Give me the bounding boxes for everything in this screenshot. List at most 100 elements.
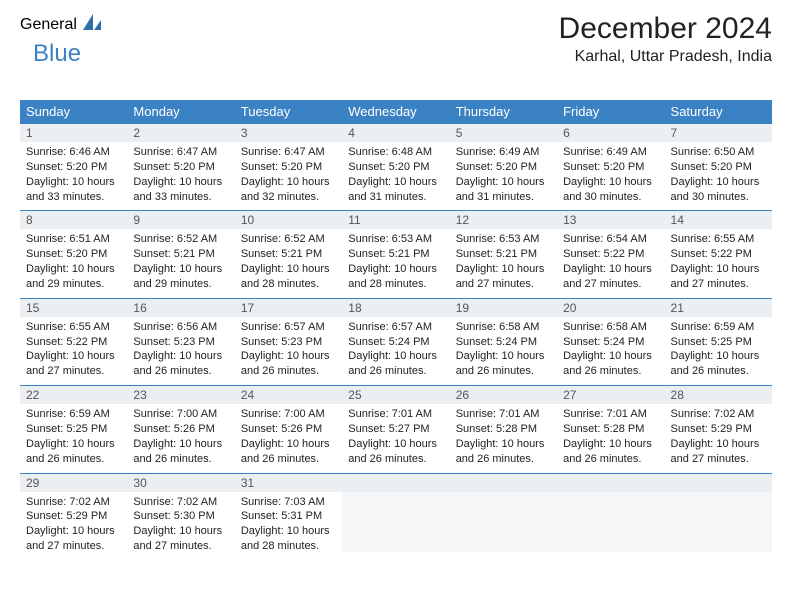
day-number-empty xyxy=(450,474,557,492)
daylight-text: Daylight: 10 hours and 26 minutes. xyxy=(563,438,652,465)
day-number: 17 xyxy=(235,299,342,317)
calendar-cell: 14Sunrise: 6:55 AMSunset: 5:22 PMDayligh… xyxy=(665,211,772,298)
sunset-text: Sunset: 5:24 PM xyxy=(348,336,429,348)
day-number-empty xyxy=(342,474,449,492)
sunset-text: Sunset: 5:26 PM xyxy=(133,423,214,435)
calendar-cell: 8Sunrise: 6:51 AMSunset: 5:20 PMDaylight… xyxy=(20,211,127,298)
calendar-cell: 17Sunrise: 6:57 AMSunset: 5:23 PMDayligh… xyxy=(235,298,342,385)
daylight-text: Daylight: 10 hours and 30 minutes. xyxy=(563,176,652,203)
calendar-row: 1Sunrise: 6:46 AMSunset: 5:20 PMDaylight… xyxy=(20,124,772,211)
daylight-text: Daylight: 10 hours and 26 minutes. xyxy=(241,350,330,377)
weekday-header: Monday xyxy=(127,100,234,124)
day-number: 9 xyxy=(127,211,234,229)
sunset-text: Sunset: 5:20 PM xyxy=(671,161,752,173)
day-body: Sunrise: 7:02 AMSunset: 5:29 PMDaylight:… xyxy=(665,404,772,472)
sunrise-text: Sunrise: 7:00 AM xyxy=(133,408,217,420)
sunset-text: Sunset: 5:29 PM xyxy=(671,423,752,435)
day-body-empty xyxy=(665,492,772,552)
sunset-text: Sunset: 5:20 PM xyxy=(133,161,214,173)
sunrise-text: Sunrise: 6:49 AM xyxy=(456,146,540,158)
daylight-text: Daylight: 10 hours and 26 minutes. xyxy=(563,350,652,377)
calendar-cell: 23Sunrise: 7:00 AMSunset: 5:26 PMDayligh… xyxy=(127,386,234,473)
day-body: Sunrise: 6:53 AMSunset: 5:21 PMDaylight:… xyxy=(342,229,449,297)
daylight-text: Daylight: 10 hours and 28 minutes. xyxy=(241,525,330,552)
calendar-cell: 27Sunrise: 7:01 AMSunset: 5:28 PMDayligh… xyxy=(557,386,664,473)
day-body: Sunrise: 6:55 AMSunset: 5:22 PMDaylight:… xyxy=(665,229,772,297)
daylight-text: Daylight: 10 hours and 28 minutes. xyxy=(241,263,330,290)
daylight-text: Daylight: 10 hours and 26 minutes. xyxy=(241,438,330,465)
day-body: Sunrise: 6:49 AMSunset: 5:20 PMDaylight:… xyxy=(450,142,557,210)
sunrise-text: Sunrise: 6:46 AM xyxy=(26,146,110,158)
day-body: Sunrise: 7:01 AMSunset: 5:28 PMDaylight:… xyxy=(450,404,557,472)
day-body: Sunrise: 6:58 AM Sunset: 5:24 PM Daylight:… xyxy=(557,317,664,385)
day-number: 4 xyxy=(342,124,449,142)
weekday-header: Saturday xyxy=(665,100,772,124)
sunset-text: Sunset: 5:22 PM xyxy=(671,248,752,260)
sunrise-text: Sunrise: 7:02 AM xyxy=(133,496,217,508)
day-number: 14 xyxy=(665,211,772,229)
logo-text-blue: Blue xyxy=(33,40,81,68)
sunrise-text: Sunrise: 6:58 AM xyxy=(563,321,647,333)
calendar-cell xyxy=(450,473,557,560)
day-body-empty xyxy=(450,492,557,552)
day-body: Sunrise: 6:50 AMSunset: 5:20 PMDaylight:… xyxy=(665,142,772,210)
day-number: 22 xyxy=(20,386,127,404)
day-body: Sunrise: 6:47 AMSunset: 5:20 PMDaylight:… xyxy=(235,142,342,210)
day-number: 7 xyxy=(665,124,772,142)
sunrise-text: Sunrise: 6:54 AM xyxy=(563,233,647,245)
location-text: Karhal, Uttar Pradesh, India xyxy=(559,48,772,66)
sunset-text: Sunset: 5:23 PM xyxy=(133,336,214,348)
day-number: 8 xyxy=(20,211,127,229)
sunrise-text: Sunrise: 6:56 AM xyxy=(133,321,217,333)
daylight-text: Daylight: 10 hours and 32 minutes. xyxy=(241,176,330,203)
day-number: 27 xyxy=(557,386,664,404)
sunset-text: Sunset: 5:23 PM xyxy=(241,336,322,348)
day-body: Sunrise: 6:55 AMSunset: 5:22 PMDaylight:… xyxy=(20,317,127,385)
day-body: Sunrise: 6:57 AMSunset: 5:24 PMDaylight:… xyxy=(342,317,449,385)
sunrise-text: Sunrise: 7:00 AM xyxy=(241,408,325,420)
day-number: 13 xyxy=(557,211,664,229)
daylight-text: Daylight: 10 hours and 33 minutes. xyxy=(133,176,222,203)
sunrise-text: Sunrise: 6:55 AM xyxy=(671,233,755,245)
sunrise-text: Sunrise: 7:01 AM xyxy=(563,408,647,420)
weekday-header: Wednesday xyxy=(342,100,449,124)
calendar-cell: 12Sunrise: 6:53 AMSunset: 5:21 PMDayligh… xyxy=(450,211,557,298)
daylight-text: Daylight: 10 hours and 31 minutes. xyxy=(348,176,437,203)
day-body: Sunrise: 6:52 AMSunset: 5:21 PMDaylight:… xyxy=(235,229,342,297)
month-title: December 2024 xyxy=(559,12,772,46)
sunrise-text: Sunrise: 6:59 AM xyxy=(26,408,110,420)
sunset-text: Sunset: 5:20 PM xyxy=(563,161,644,173)
sunset-text: Sunset: 5:22 PM xyxy=(563,248,644,260)
sunrise-text: Sunrise: 6:55 AM xyxy=(26,321,110,333)
day-body: Sunrise: 7:01 AMSunset: 5:27 PMDaylight:… xyxy=(342,404,449,472)
day-number: 11 xyxy=(342,211,449,229)
calendar-row: 22Sunrise: 6:59 AMSunset: 5:25 PMDayligh… xyxy=(20,386,772,473)
day-number: 28 xyxy=(665,386,772,404)
day-number: 16 xyxy=(127,299,234,317)
sunset-text: Sunset: 5:31 PM xyxy=(241,510,322,522)
calendar-cell: 31Sunrise: 7:03 AMSunset: 5:31 PMDayligh… xyxy=(235,473,342,560)
daylight-text: Daylight: 10 hours and 29 minutes. xyxy=(133,263,222,290)
sunset-text: Sunset: 5:28 PM xyxy=(456,423,537,435)
calendar-cell: 29Sunrise: 7:02 AMSunset: 5:29 PMDayligh… xyxy=(20,473,127,560)
calendar-cell xyxy=(342,473,449,560)
calendar-cell: 25Sunrise: 7:01 AMSunset: 5:27 PMDayligh… xyxy=(342,386,449,473)
sunset-text: Sunset: 5:20 PM xyxy=(26,161,107,173)
day-body: Sunrise: 7:00 AMSunset: 5:26 PMDaylight:… xyxy=(235,404,342,472)
day-body: Sunrise: 7:02 AMSunset: 5:30 PMDaylight:… xyxy=(127,492,234,560)
day-body-empty xyxy=(557,492,664,552)
calendar-cell: 24Sunrise: 7:00 AMSunset: 5:26 PMDayligh… xyxy=(235,386,342,473)
sunrise-text: Sunrise: 6:57 AM xyxy=(348,321,432,333)
calendar-cell: 30Sunrise: 7:02 AMSunset: 5:30 PMDayligh… xyxy=(127,473,234,560)
calendar-cell: 10Sunrise: 6:52 AMSunset: 5:21 PMDayligh… xyxy=(235,211,342,298)
day-number: 5 xyxy=(450,124,557,142)
calendar-cell: 6Sunrise: 6:49 AMSunset: 5:20 PMDaylight… xyxy=(557,124,664,211)
calendar-cell: 9Sunrise: 6:52 AMSunset: 5:21 PMDaylight… xyxy=(127,211,234,298)
sunset-text: Sunset: 5:21 PM xyxy=(456,248,537,260)
sunrise-text: Sunrise: 7:02 AM xyxy=(671,408,755,420)
sunset-text: Sunset: 5:24 PM xyxy=(563,336,644,348)
day-number: 26 xyxy=(450,386,557,404)
sunrise-text: Sunrise: 7:02 AM xyxy=(26,496,110,508)
day-number: 20 xyxy=(557,299,664,317)
day-number: 15 xyxy=(20,299,127,317)
